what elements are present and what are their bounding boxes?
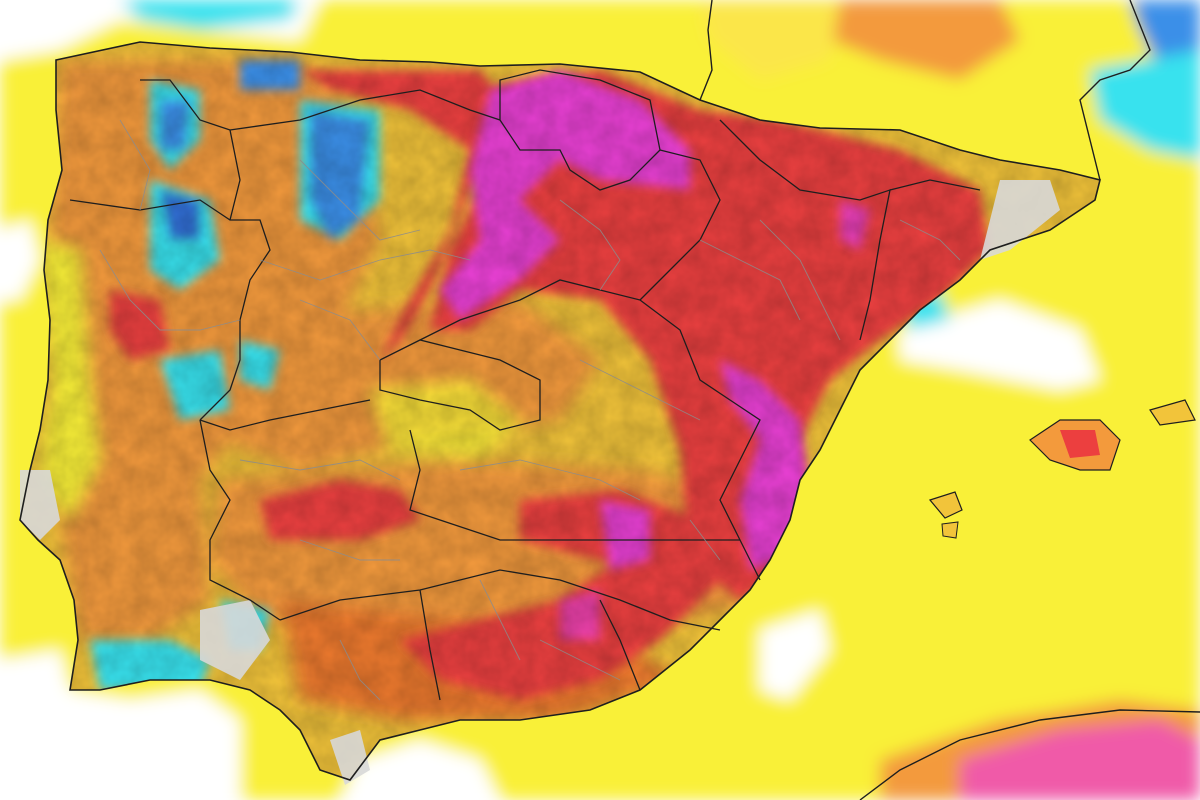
province-borders bbox=[99, 119, 961, 701]
coastal-relief bbox=[20, 180, 1060, 785]
africa-coast bbox=[859, 709, 1200, 800]
balearic-islands bbox=[928, 399, 1196, 539]
coastline bbox=[19, 41, 1101, 781]
gulf-of-lion-coast bbox=[1079, 0, 1151, 181]
region-borders bbox=[69, 69, 981, 701]
france-coast bbox=[699, 0, 713, 101]
